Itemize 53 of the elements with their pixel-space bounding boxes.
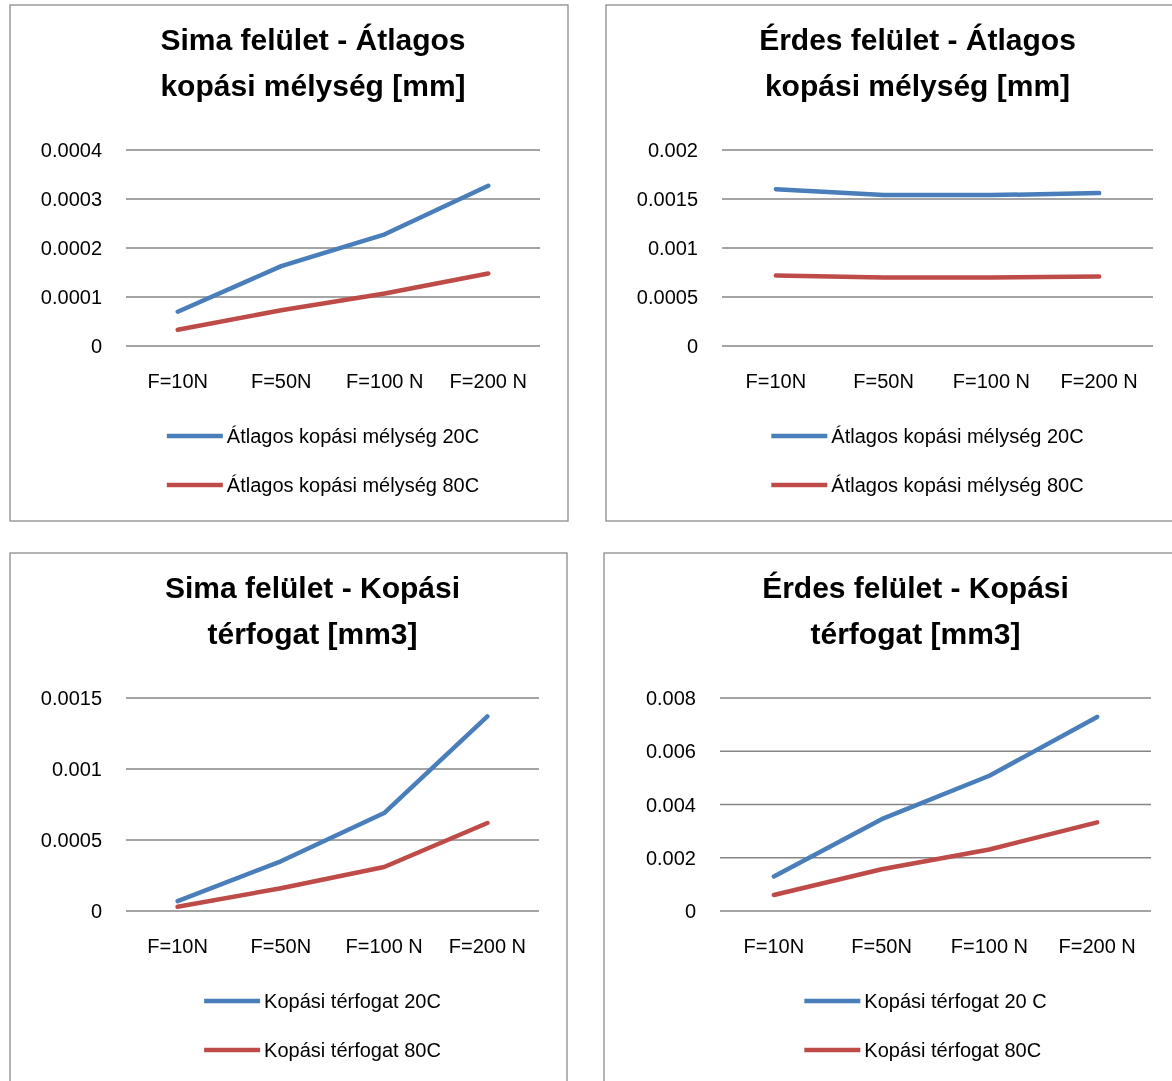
x-tick-label: F=200 N <box>448 935 527 957</box>
y-tick-label: 0.001 <box>647 237 698 259</box>
x-tick-label: F=50N <box>250 370 312 392</box>
x-tick-label: F=100 N <box>345 935 423 957</box>
line-series <box>771 714 1100 879</box>
legend-label: Átlagos kopási mélység 20C <box>226 425 480 447</box>
y-tick-label: 0.004 <box>645 793 696 816</box>
y-tick-label: 0 <box>684 900 696 922</box>
y-tick-label: 0.0002 <box>40 237 102 259</box>
line-series <box>771 820 1100 898</box>
line-series <box>175 714 490 904</box>
x-tick-label: F=50N <box>250 935 312 957</box>
legend-label: Átlagos kopási mélység 80C <box>831 474 1084 496</box>
y-tick-label: 0.006 <box>645 740 696 763</box>
y-tick-label: 0 <box>90 335 102 357</box>
x-tick-label: F=10N <box>147 935 208 957</box>
y-tick-label: 0.0015 <box>40 687 102 709</box>
y-tick-label: 0.0015 <box>636 188 698 210</box>
chart-title: Sima felület - Átlagos kopási mélység [mm] <box>160 23 466 102</box>
y-tick-label: 0.0005 <box>40 829 102 851</box>
x-tick-label: F=100 N <box>952 370 1031 392</box>
chart-title: Érdes felület - Kopási térfogat [mm3] <box>762 571 1069 650</box>
y-tick-label: 0.0004 <box>40 139 102 161</box>
x-tick-label: F=100 N <box>346 370 424 392</box>
legend-label: Kopási térfogat 20C <box>264 990 441 1012</box>
line-series <box>175 820 490 909</box>
legend-label: Kopási térfogat 80C <box>864 1039 1042 1061</box>
x-tick-label: F=50N <box>853 370 914 392</box>
x-tick-label: F=200 N <box>1058 935 1136 957</box>
x-tick-label: F=100 N <box>950 935 1029 957</box>
y-tick-label: 0 <box>90 900 102 922</box>
x-tick-label: F=200 N <box>449 370 527 392</box>
x-tick-label: F=10N <box>147 370 209 392</box>
x-tick-label: F=50N <box>851 935 912 957</box>
y-tick-label: 0.0001 <box>40 286 102 308</box>
x-tick-label: F=200 N <box>1060 370 1138 392</box>
y-tick-label: 0 <box>686 335 698 357</box>
legend-label: Kopási térfogat 80C <box>264 1039 441 1061</box>
legend-label: Átlagos kopási mélység 80C <box>226 474 480 496</box>
x-tick-label: F=10N <box>743 935 805 957</box>
chart-title: Sima felület - Kopási térfogat [mm3] <box>164 571 461 650</box>
y-tick-label: 0.0005 <box>636 286 698 308</box>
y-tick-label: 0.008 <box>645 687 696 709</box>
y-tick-label: 0.001 <box>51 758 102 780</box>
x-tick-label: F=10N <box>745 370 807 392</box>
legend-label: Átlagos kopási mélység 20C <box>831 425 1084 447</box>
y-tick-label: 0.002 <box>647 139 698 161</box>
chart-title: Érdes felület - Átlagos kopási mélység [mm] <box>759 23 1076 102</box>
y-tick-label: 0.0003 <box>40 188 102 210</box>
line-series <box>175 183 491 314</box>
line-series <box>175 271 491 333</box>
y-tick-label: 0.002 <box>645 846 696 869</box>
legend-label: Kopási térfogat 20 C <box>864 990 1047 1012</box>
